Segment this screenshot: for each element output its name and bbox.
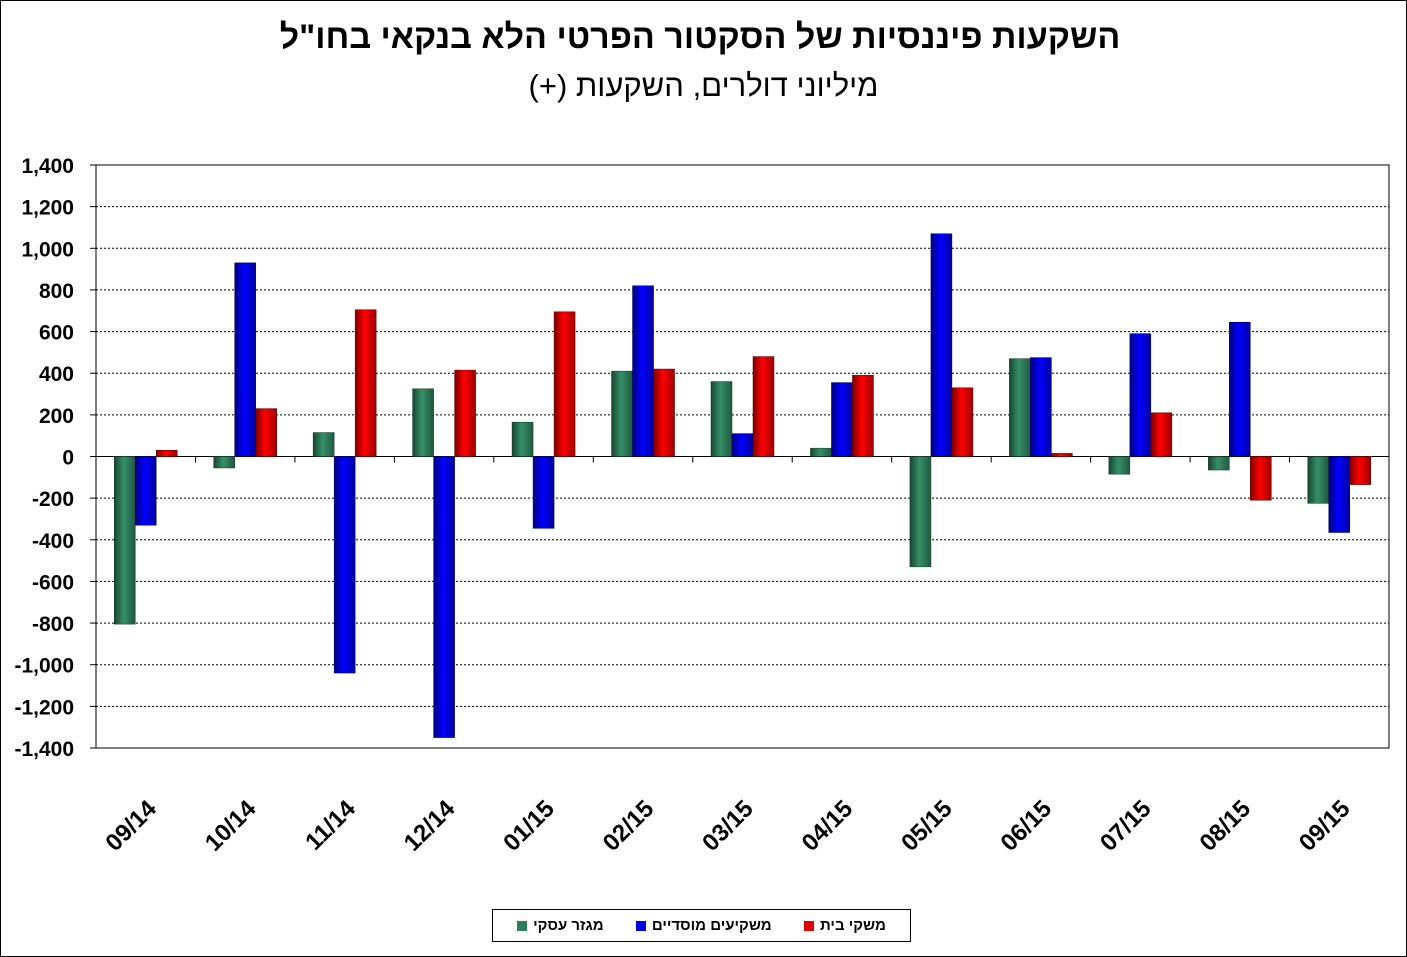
legend: מגזר עסקי משקיעים מוסדיים משקי בית (492, 909, 911, 942)
y-tick-label: 800 (39, 280, 74, 303)
bar-1-1 (234, 262, 256, 457)
bar-0-12 (1307, 456, 1330, 504)
bar-1-11 (1229, 321, 1251, 457)
legend-label: מגזר עסקי (533, 917, 604, 934)
bar-2-4 (553, 311, 576, 457)
x-tick-label: 10/14 (200, 795, 262, 857)
bar-1-8 (930, 233, 953, 457)
bar-2-11 (1250, 456, 1272, 501)
legend-swatch (803, 920, 814, 931)
x-tick-label: 09/15 (1294, 795, 1356, 857)
bar-2-7 (852, 375, 874, 457)
bar-1-4 (532, 456, 555, 529)
y-tick-label: 0 (62, 447, 74, 470)
legend-item: משקי בית (803, 917, 886, 934)
bar-1-10 (1129, 333, 1152, 457)
x-tick-labels: 09/14 10/14 11/14 12/14 01/15 02/15 03/15 04/15… (100, 795, 1355, 857)
legend-swatch (635, 920, 646, 931)
bar-1-7 (831, 382, 853, 457)
bar-1-3 (433, 456, 455, 738)
bar-0-3 (412, 388, 434, 457)
x-tick-label: 01/15 (498, 795, 560, 857)
y-tick-label: 600 (39, 322, 74, 345)
bar-1-12 (1328, 456, 1351, 533)
x-tick-label: 04/15 (797, 795, 859, 857)
legend-swatch (517, 920, 528, 931)
x-tick-label: 05/15 (896, 795, 958, 857)
bar-0-7 (810, 447, 832, 457)
legend-label: משקי בית (819, 917, 886, 934)
bar-2-5 (653, 368, 675, 457)
bar-2-2 (354, 309, 377, 457)
axes (90, 164, 1390, 749)
bar-2-6 (752, 356, 775, 457)
chart-subtitle: מיליוני דולרים, השקעות (+) (528, 68, 879, 103)
bar-0-6 (710, 381, 733, 457)
y-tick-label: 1,000 (21, 238, 74, 261)
bar-0-0 (113, 456, 136, 625)
bar-1-0 (134, 456, 157, 526)
bar-0-9 (1009, 358, 1031, 457)
legend-label: משקיעים מוסדיים (651, 917, 772, 934)
chart-title: השקעות פיננסיות של הסקטור הפרטי הלא בנקא… (279, 18, 1121, 56)
bar-0-11 (1208, 456, 1230, 471)
y-tick-label: -200 (32, 488, 74, 511)
bar-1-5 (632, 285, 654, 457)
legend-item: מגזר עסקי (517, 917, 604, 934)
x-tick-label: 03/15 (697, 795, 759, 857)
bar-2-8 (951, 387, 974, 457)
bar-2-9 (1051, 453, 1073, 457)
y-tick-label: 400 (39, 363, 74, 386)
y-tick-label: 1,200 (21, 197, 74, 220)
bars (113, 233, 1372, 738)
y-tick-labels: 1,400 1,200 1,000 800 600 400 200 0 -200 -400 -600… (14, 155, 74, 761)
x-tick-label: 09/14 (100, 795, 162, 857)
bar-2-10 (1150, 412, 1173, 457)
y-tick-label: -400 (32, 530, 74, 553)
bar-1-9 (1030, 357, 1052, 457)
bar-2-3 (454, 369, 476, 457)
bar-0-2 (312, 432, 335, 457)
bar-0-8 (909, 456, 932, 568)
bar-2-0 (155, 450, 178, 457)
x-tick-label: 07/15 (1095, 795, 1157, 857)
y-tick-label: -800 (32, 613, 74, 636)
bar-1-2 (333, 456, 356, 674)
x-tick-label: 02/15 (598, 795, 660, 857)
bar-2-12 (1349, 456, 1372, 485)
x-tick-label: 11/14 (300, 795, 361, 856)
bar-0-4 (511, 421, 534, 457)
bar-2-1 (255, 408, 277, 457)
x-tick-label: 06/15 (996, 795, 1058, 857)
y-tick-label: -1,400 (14, 738, 74, 761)
x-tick-label: 12/14 (399, 795, 461, 857)
bar-0-1 (213, 456, 235, 469)
y-tick-label: -1,000 (14, 655, 74, 678)
bar-1-6 (731, 433, 754, 457)
legend-item: משקיעים מוסדיים (635, 917, 772, 934)
y-tick-label: 200 (39, 405, 74, 428)
y-tick-label: -1,200 (14, 696, 74, 719)
y-tick-label: -600 (32, 571, 74, 594)
x-tick-label: 08/15 (1194, 795, 1256, 857)
bar-0-10 (1108, 456, 1131, 475)
y-tick-label: 1,400 (21, 155, 74, 178)
bar-0-5 (611, 370, 633, 457)
